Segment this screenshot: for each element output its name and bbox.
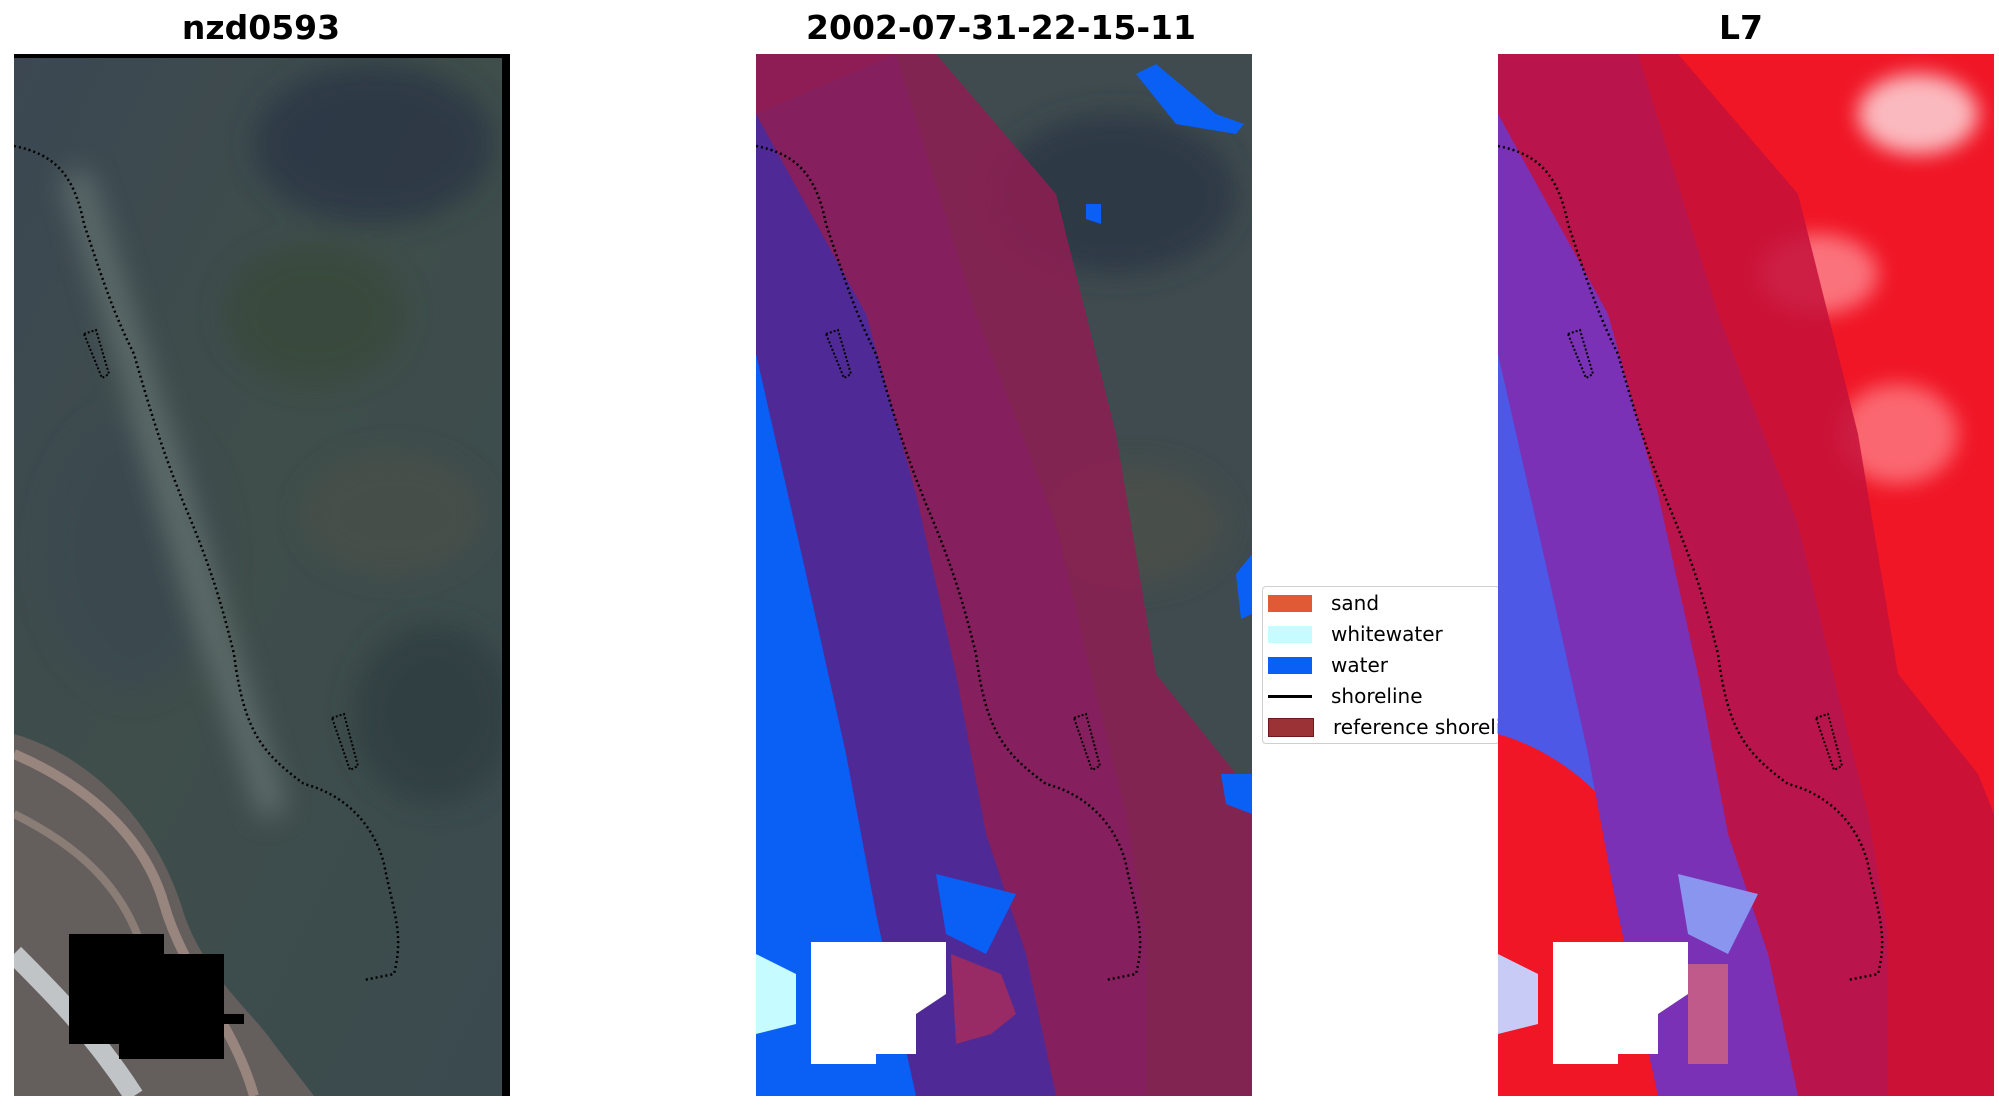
shoreline-line-icon xyxy=(1268,694,1312,698)
rgb-image xyxy=(14,54,510,1096)
index-image-panel xyxy=(1498,54,1994,1096)
legend-label-water: water xyxy=(1331,653,1388,677)
legend-label-whitewater: whitewater xyxy=(1331,622,1443,646)
classified-image-panel xyxy=(756,54,1252,1096)
legend-item-reference-shoreline: reference shoreline xyxy=(1268,714,1499,740)
classified-image xyxy=(756,54,1252,1096)
nodata-mask xyxy=(69,934,244,1059)
panel-title-classified: 2002-07-31-22-15-11 xyxy=(806,8,1196,47)
legend-label-sand: sand xyxy=(1331,591,1380,615)
whitewater-swatch xyxy=(1268,625,1312,643)
sand-swatch xyxy=(1268,594,1312,612)
panel-title-index: L7 xyxy=(1719,8,1763,47)
shoreline xyxy=(14,144,400,982)
index-image xyxy=(1498,54,1994,1096)
legend-item-water: water xyxy=(1268,652,1388,678)
legend-label-reference-shoreline: reference shoreline xyxy=(1333,715,1499,739)
legend-item-whitewater: whitewater xyxy=(1268,621,1443,647)
legend-label-shoreline: shoreline xyxy=(1331,684,1423,708)
legend-item-sand: sand xyxy=(1268,590,1379,616)
water-swatch xyxy=(1268,656,1312,674)
reference-shoreline-swatch xyxy=(1268,717,1314,737)
rgb-image-panel xyxy=(14,54,510,1096)
legend-item-shoreline: shoreline xyxy=(1268,683,1423,709)
legend: sand whitewater water shoreline referenc… xyxy=(1262,586,1500,744)
panel-title-rgb: nzd0593 xyxy=(181,8,341,47)
